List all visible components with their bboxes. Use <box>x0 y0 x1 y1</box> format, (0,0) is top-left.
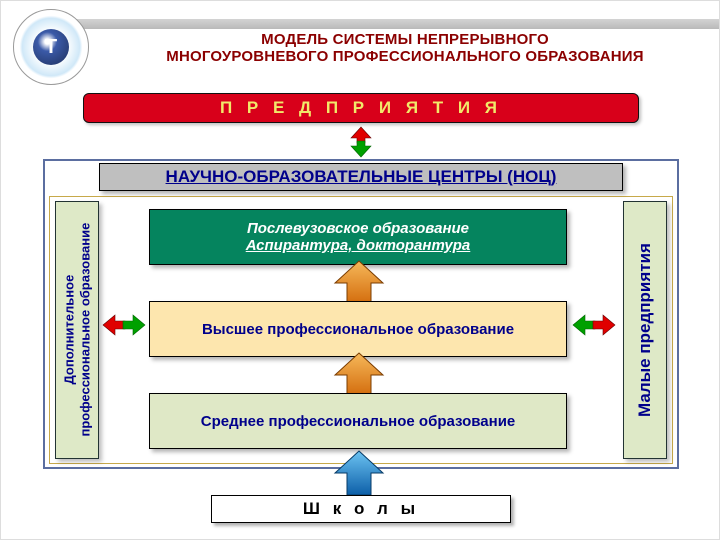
arrow-enterprises-noc <box>347 125 375 159</box>
institution-logo: Т <box>13 9 89 85</box>
right-side-box: Малые предприятия <box>623 201 667 459</box>
left-side-text: Дополнительное профессиональное образова… <box>61 223 92 437</box>
left-side-box: Дополнительное профессиональное образова… <box>55 201 99 459</box>
noc-bar: НАУЧНО-ОБРАЗОВАТЕЛЬНЫЕ ЦЕНТРЫ (НОЦ) <box>99 163 623 191</box>
level-postgrad: Послевузовское образование Аспирантура, … <box>149 209 567 265</box>
title-line1: МОДЕЛЬ СИСТЕМЫ НЕПРЕРЫВНОГО <box>111 31 699 48</box>
header-stripe <box>39 19 719 29</box>
level-secondary: Среднее профессиональное образование <box>149 393 567 449</box>
arrow-higher-to-postgrad <box>333 259 385 307</box>
arrow-right-side <box>571 311 617 339</box>
arrow-left-side <box>101 311 147 339</box>
level-higher: Высшее профессиональное образование <box>149 301 567 357</box>
right-side-text: Малые предприятия <box>635 243 655 417</box>
title-line2: МНОГОУРОВНЕВОГО ПРОФЕССИОНАЛЬНОГО ОБРАЗО… <box>111 48 699 65</box>
enterprises-bar: П Р Е Д П Р И Я Т И Я <box>83 93 639 123</box>
page-title: МОДЕЛЬ СИСТЕМЫ НЕПРЕРЫВНОГО МНОГОУРОВНЕВ… <box>111 31 699 65</box>
level-postgrad-line1: Послевузовское образование <box>246 220 471 237</box>
arrow-secondary-to-higher <box>333 351 385 399</box>
schools-bar: Ш к о л ы <box>211 495 511 523</box>
level-postgrad-line2: Аспирантура, докторантура <box>246 237 471 254</box>
arrow-schools-up <box>333 449 385 497</box>
logo-letter: Т <box>33 29 69 65</box>
